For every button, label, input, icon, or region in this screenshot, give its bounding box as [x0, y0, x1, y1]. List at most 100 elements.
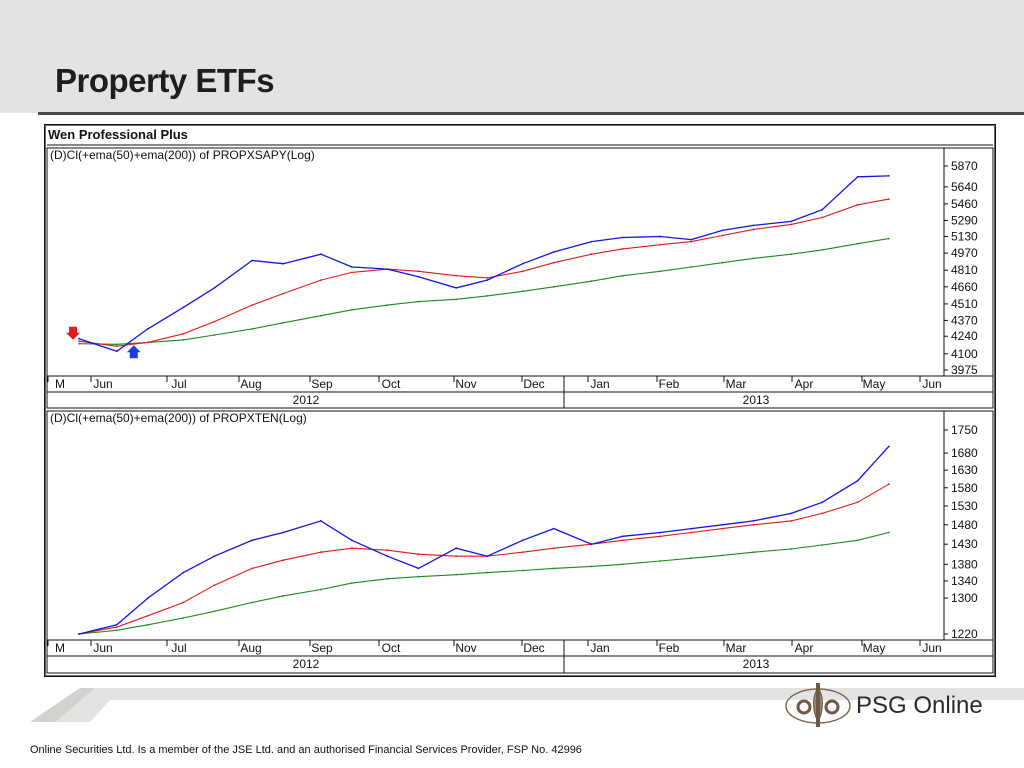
- data-point: [659, 243, 662, 246]
- data-point: [455, 274, 458, 277]
- year-label: 2013: [743, 657, 770, 671]
- x-tick-label: Mar: [726, 641, 747, 655]
- footer-swoosh: [30, 688, 1024, 722]
- data-point: [351, 271, 353, 274]
- y-tick-label: 1480: [951, 518, 978, 532]
- data-point: [690, 240, 693, 243]
- data-point: [521, 262, 524, 265]
- data-point: [521, 539, 524, 542]
- data-point: [182, 339, 185, 341]
- y-tick-label: 5130: [951, 230, 978, 244]
- data-point: [386, 304, 389, 306]
- y-tick-label: 5640: [951, 180, 978, 194]
- data-point: [659, 560, 662, 562]
- slide-title: Property ETFs: [55, 62, 275, 99]
- data-point: [790, 220, 793, 223]
- panel-frame: [46, 147, 994, 409]
- data-point: [417, 275, 420, 278]
- x-tick-label: Nov: [455, 641, 476, 655]
- chart-panel-top: (D)Cl(+ema(50)+ema(200)) of PROPXSAPY(Lo…: [46, 147, 994, 409]
- year-label: 2012: [293, 657, 320, 671]
- data-point: [659, 235, 662, 238]
- data-point: [790, 253, 793, 256]
- y-tick-label: 4370: [951, 313, 978, 327]
- data-point: [320, 279, 322, 281]
- data-point: [552, 261, 555, 264]
- y-tick-label: 1630: [951, 463, 978, 477]
- data-point: [213, 287, 216, 289]
- y-tick-label: 4660: [951, 280, 978, 294]
- data-point: [351, 266, 353, 268]
- data-point: [590, 280, 593, 283]
- y-tick-label: 1580: [951, 481, 978, 495]
- data-point: [887, 237, 890, 240]
- data-point: [486, 555, 489, 558]
- header-band: [0, 0, 1024, 113]
- data-point: [282, 262, 284, 265]
- data-point: [887, 531, 890, 534]
- x-tick-label: Apr: [795, 377, 814, 391]
- data-point: [115, 350, 118, 353]
- data-point: [856, 479, 859, 482]
- data-point: [887, 175, 890, 177]
- data-point: [552, 547, 555, 550]
- data-point: [887, 445, 890, 448]
- data-point: [690, 238, 693, 241]
- data-point: [282, 292, 284, 295]
- data-point: [182, 617, 185, 619]
- data-point: [821, 512, 824, 515]
- data-point: [115, 343, 118, 346]
- x-tick-label: Oct: [382, 641, 401, 655]
- data-point: [752, 257, 755, 260]
- x-tick-label: M: [55, 641, 65, 655]
- data-point: [146, 328, 149, 330]
- data-point: [115, 345, 118, 348]
- x-tick-label: Jun: [93, 641, 112, 655]
- data-point: [417, 270, 420, 273]
- data-point: [721, 261, 724, 264]
- data-point: [721, 234, 724, 237]
- panel-title: (D)Cl(+ema(50)+ema(200)) of PROPXSAPY(Lo…: [50, 148, 315, 162]
- x-tick-label: Feb: [659, 641, 680, 655]
- data-point: [455, 547, 458, 550]
- data-point: [282, 321, 284, 324]
- data-point: [78, 340, 80, 343]
- data-point: [417, 553, 420, 556]
- psg-logo-icon: [785, 683, 851, 727]
- data-point: [887, 198, 890, 200]
- x-tick-label: Aug: [240, 377, 261, 391]
- data-point: [417, 300, 420, 303]
- y-tick-label: 1530: [951, 499, 978, 513]
- x-tick-label: Mar: [726, 377, 747, 391]
- data-point: [856, 203, 859, 206]
- y-tick-label: 4810: [951, 263, 978, 277]
- panel-frame: [46, 410, 994, 674]
- data-point: [621, 563, 624, 566]
- year-label: 2012: [293, 393, 320, 407]
- data-point: [690, 266, 693, 268]
- data-point: [351, 582, 353, 584]
- data-point: [856, 501, 859, 504]
- data-point: [182, 306, 185, 309]
- data-point: [552, 251, 555, 253]
- data-point: [752, 228, 755, 231]
- data-point: [213, 320, 216, 323]
- data-point: [721, 527, 724, 530]
- data-point: [251, 601, 254, 604]
- chart-window: Wen Professional Plus (D)Cl(+ema(50)+ema…: [44, 124, 996, 677]
- data-point: [821, 208, 824, 211]
- data-point: [213, 334, 216, 336]
- data-point: [486, 295, 489, 297]
- x-tick-label: Nov: [455, 377, 476, 391]
- data-point: [251, 328, 254, 330]
- data-point: [78, 337, 80, 340]
- data-point: [486, 571, 489, 574]
- data-point: [721, 229, 724, 232]
- data-point: [690, 527, 693, 530]
- data-point: [821, 501, 824, 504]
- x-tick-label: Jul: [171, 377, 186, 391]
- data-point: [856, 242, 859, 245]
- header-rule: [38, 112, 1024, 115]
- data-point: [621, 539, 624, 542]
- x-tick-label: M: [55, 377, 65, 391]
